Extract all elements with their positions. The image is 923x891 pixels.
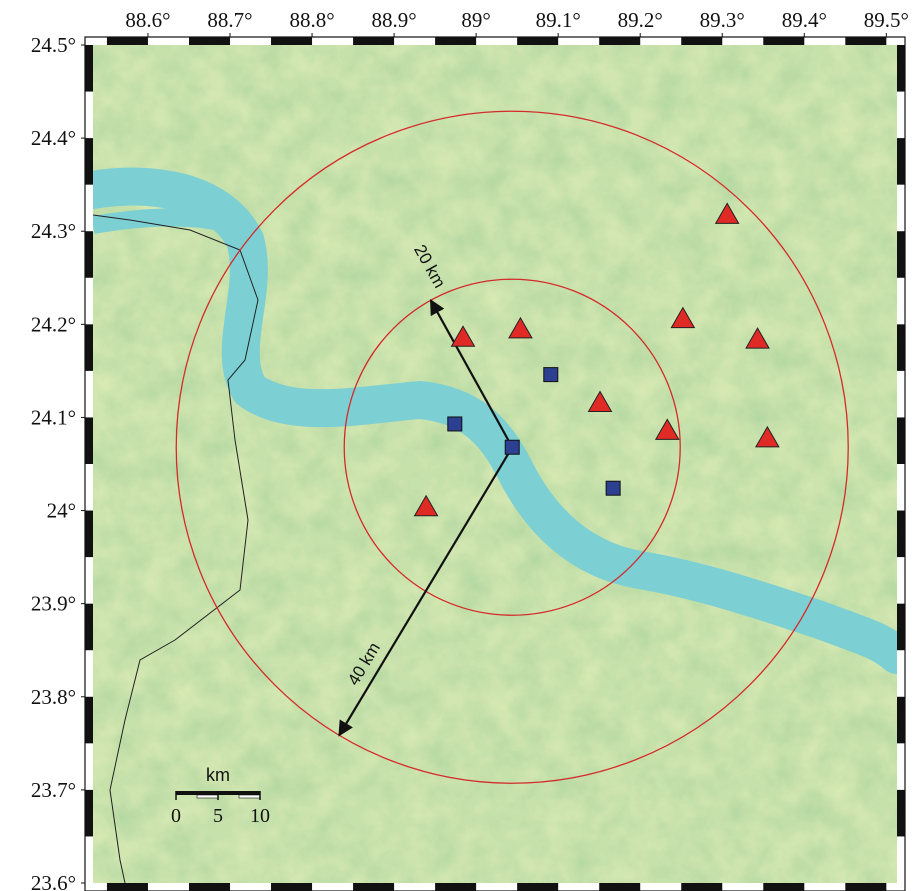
x-tick-label: 88.9° [372,8,417,32]
scale-segment [239,795,260,798]
frame-segment [85,231,93,278]
map: 88.6° 88.7° 88.8° 88.9° 89° 89.1° 89.2° 89.3° 89… [0,0,923,891]
x-tick-label: 89° [461,8,490,32]
frame-segment [845,37,886,45]
frame-segment [435,883,476,891]
x-tick-label: 89.2° [618,8,663,32]
scale-tick-label: 10 [250,805,270,827]
frame-segment [271,37,312,45]
frame-segment [763,37,804,45]
frame-segment [107,883,148,891]
scale-segment [176,791,218,795]
x-tick-label: 89.5° [864,8,909,32]
frame-segment [353,883,394,891]
y-tick-label: 23.8° [31,685,76,709]
frame-segment [85,790,93,837]
scale-segment [218,791,260,795]
frame-segment [897,231,905,278]
y-tick-label: 24.5° [31,33,76,57]
frame-segment [189,883,230,891]
frame-segment [85,697,93,744]
frame-segment [681,883,722,891]
frame-segment [681,37,722,45]
x-tick-label: 88.6° [125,8,170,32]
x-tick-label: 89.1° [536,8,581,32]
scale-tick-label: 5 [213,805,223,827]
y-tick-label: 24.3° [31,219,76,243]
frame-segment [897,511,905,558]
frame-segment [353,37,394,45]
frame-segment [517,37,558,45]
frame-segment [435,37,476,45]
frame-segment [85,138,93,185]
river-branch [93,218,230,226]
y-tick-label: 23.9° [31,592,76,616]
y-tick-label: 24.4° [31,126,76,150]
frame-segment [897,417,905,464]
frame-segment [897,138,905,185]
square-station [448,417,462,431]
square-station [505,440,519,454]
frame-segment [517,883,558,891]
frame-segment [897,45,905,92]
x-tick-label: 88.7° [207,8,252,32]
frame-segment [85,417,93,464]
basemap [93,45,897,883]
square-station [606,481,620,495]
frame-segment [599,37,640,45]
frame-segment [85,604,93,651]
frame-segment [85,511,93,558]
scale-title: km [206,765,230,785]
frame-segment [599,883,640,891]
frame-segment [85,45,93,92]
x-tick-label: 88.8° [289,8,334,32]
y-tick-label: 24.2° [31,312,76,336]
frame-segment [107,37,148,45]
frame-segment [85,324,93,371]
frame-segment [897,604,905,651]
x-tick-label: 89.3° [700,8,745,32]
frame-segment [897,697,905,744]
y-tick-label: 23.7° [31,778,76,802]
scale-segment [197,795,218,798]
frame-segment [845,883,886,891]
y-tick-label: 24° [47,499,76,523]
frame-segment [189,37,230,45]
x-tick-label: 89.4° [782,8,827,32]
frame-segment [897,790,905,837]
y-tick-label: 23.6° [31,871,76,891]
frame-segment [897,324,905,371]
y-tick-label: 24.1° [31,405,76,429]
square-station [544,368,558,382]
frame-segment [271,883,312,891]
scale-tick-label: 0 [171,805,181,827]
frame-segment [763,883,804,891]
